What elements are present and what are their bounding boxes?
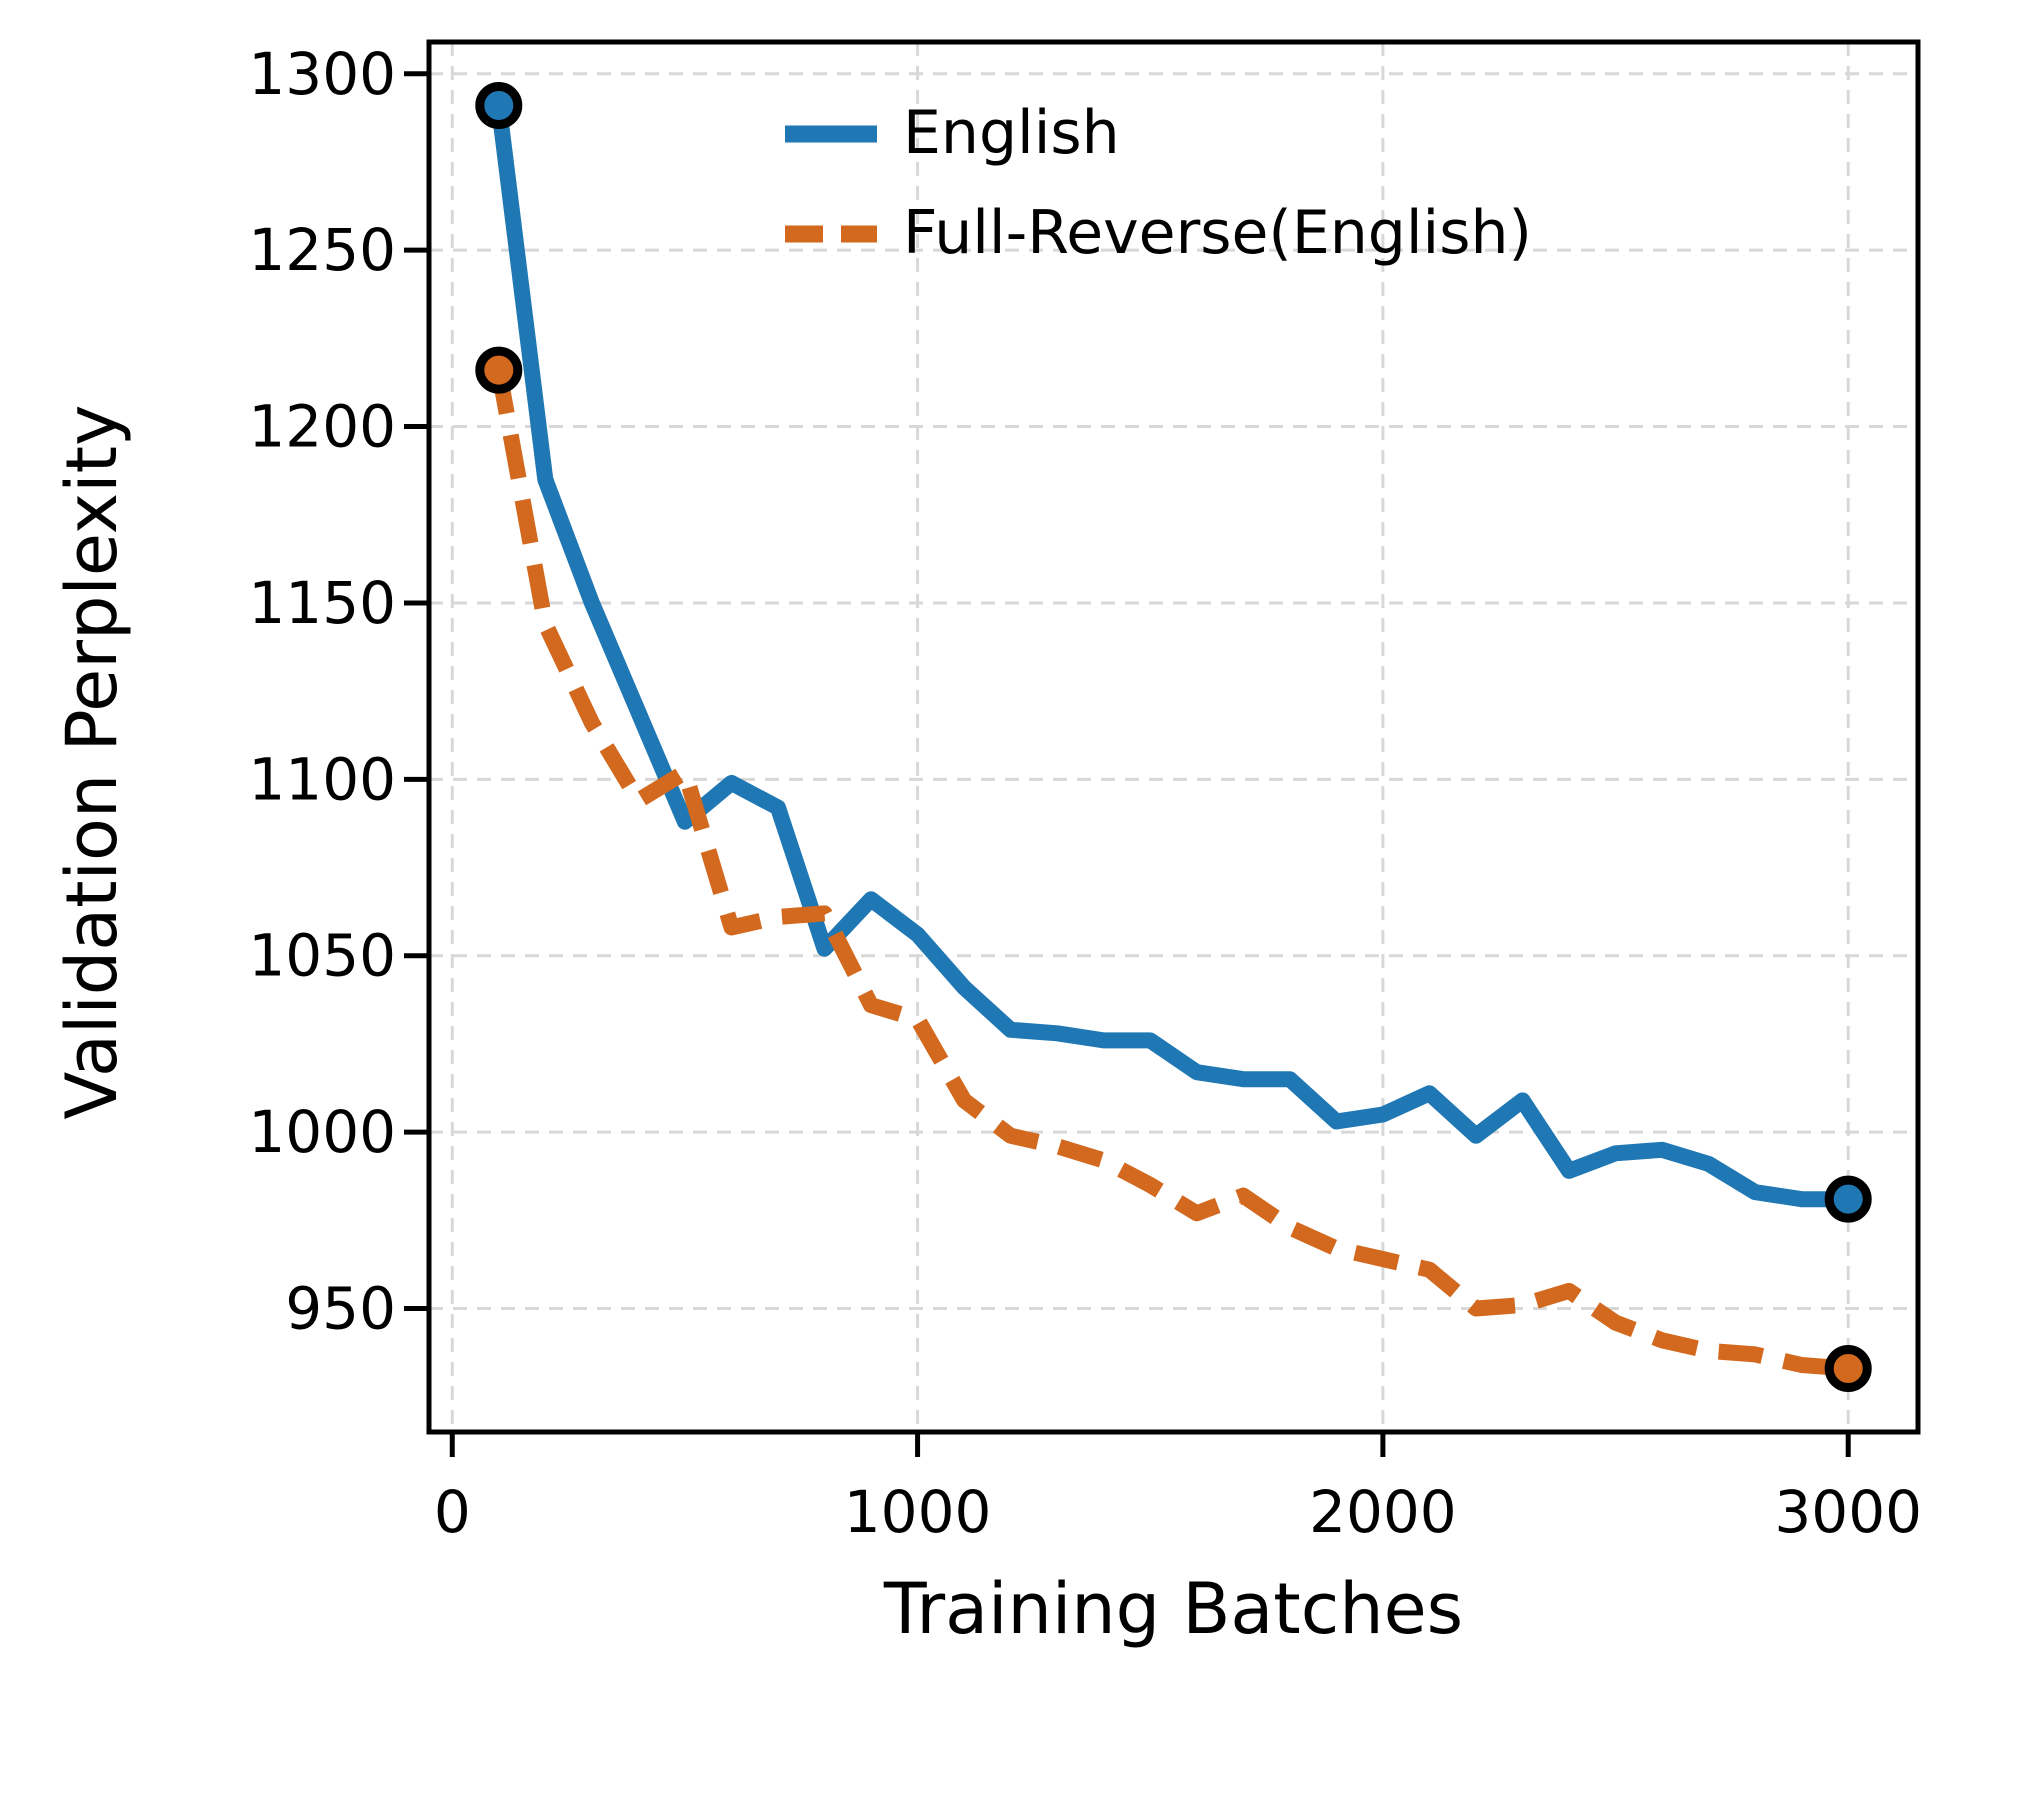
legend-label-full-reverse-english: Full-Reverse(English) <box>903 198 1532 268</box>
marker-end-full-reverse-english <box>1824 1344 1872 1392</box>
marker-start-english <box>475 82 523 130</box>
y-tick-label: 1100 <box>248 745 396 813</box>
series-line-english <box>490 104 1849 1208</box>
plot-border <box>426 39 1921 1435</box>
series-line-full-reverse-english <box>490 368 1849 1377</box>
marker-end-english <box>1824 1175 1872 1223</box>
y-tick-label: 950 <box>285 1275 396 1343</box>
y-axis-title: Validation Perplexity <box>51 404 133 1120</box>
legend-label-english: English <box>903 98 1120 168</box>
x-tick-label: 2000 <box>1309 1478 1457 1546</box>
y-tick-label: 1300 <box>248 40 396 108</box>
y-tick-label: 1250 <box>248 216 396 284</box>
y-tick-label: 1200 <box>248 393 396 461</box>
y-tick-label: 1000 <box>248 1098 396 1166</box>
x-tick-label: 1000 <box>844 1478 992 1546</box>
x-axis-title: Training Batches <box>883 1568 1464 1650</box>
y-tick-label: 1150 <box>248 569 396 637</box>
x-tick-label: 0 <box>434 1478 471 1546</box>
y-tick-label: 1050 <box>248 922 396 990</box>
x-tick-label: 3000 <box>1774 1478 1922 1546</box>
marker-start-full-reverse-english <box>475 346 523 394</box>
